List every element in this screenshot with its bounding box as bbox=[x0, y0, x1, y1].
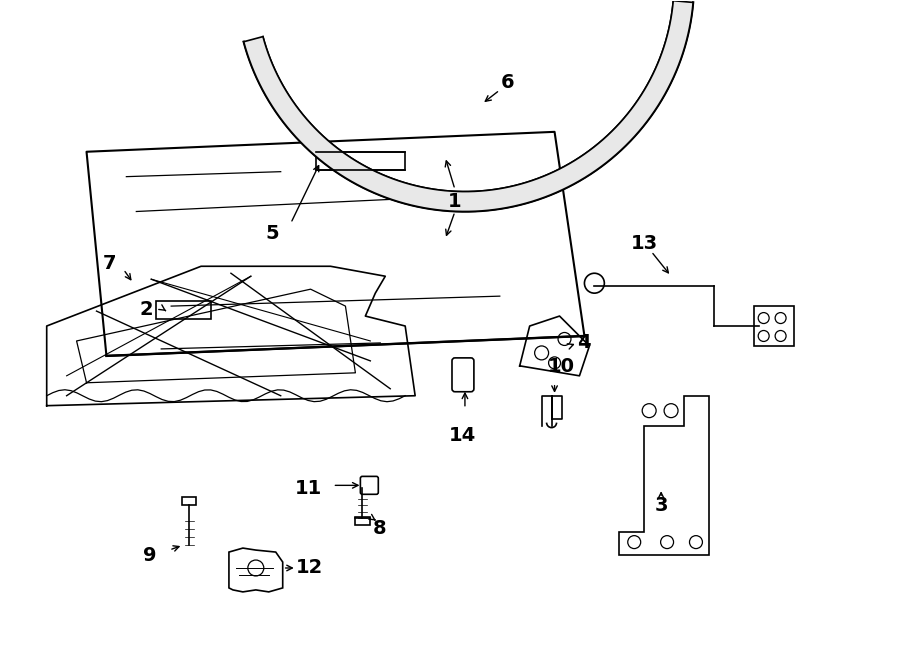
Text: 2: 2 bbox=[140, 299, 153, 319]
FancyBboxPatch shape bbox=[360, 477, 378, 494]
Polygon shape bbox=[229, 548, 283, 592]
Text: 12: 12 bbox=[296, 559, 323, 578]
Text: 11: 11 bbox=[295, 479, 322, 498]
Text: 6: 6 bbox=[501, 73, 515, 91]
FancyBboxPatch shape bbox=[452, 358, 474, 392]
Text: 3: 3 bbox=[654, 496, 668, 515]
Text: 5: 5 bbox=[266, 224, 280, 243]
Polygon shape bbox=[619, 396, 709, 555]
FancyBboxPatch shape bbox=[157, 301, 211, 319]
Text: 10: 10 bbox=[548, 357, 575, 376]
Polygon shape bbox=[753, 306, 794, 346]
Text: 8: 8 bbox=[373, 519, 386, 537]
FancyBboxPatch shape bbox=[356, 517, 370, 525]
Text: 7: 7 bbox=[103, 254, 116, 273]
Text: 9: 9 bbox=[143, 545, 157, 564]
FancyBboxPatch shape bbox=[182, 497, 196, 505]
Text: 4: 4 bbox=[578, 333, 591, 352]
Text: 1: 1 bbox=[448, 192, 462, 211]
Text: 14: 14 bbox=[448, 426, 475, 445]
PathPatch shape bbox=[244, 1, 693, 212]
FancyBboxPatch shape bbox=[316, 152, 405, 170]
Text: 13: 13 bbox=[631, 234, 658, 253]
